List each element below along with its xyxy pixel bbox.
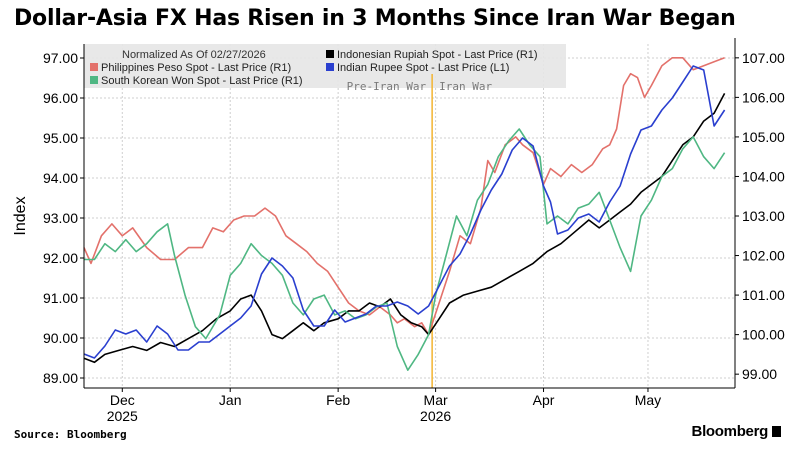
y-left-tick-label: 97.00: [43, 50, 78, 66]
gridlines: [84, 44, 735, 388]
legend-title: Normalized As Of 02/27/2026: [122, 49, 266, 61]
y-right-tick-label: 105.00: [742, 129, 785, 145]
series-line-0: [83, 57, 725, 336]
brand-name: Bloomberg: [691, 423, 769, 440]
event-marker: Pre-Iran War Iran War: [347, 74, 492, 388]
axes: 89.00 90.00 91.00 92.00 93.00 94.00 95.00 96.00…: [12, 38, 785, 424]
y-right-tick-label: 100.00: [742, 327, 785, 343]
x-tick-label: Mar: [424, 392, 448, 408]
legend-swatch: [326, 63, 334, 71]
y-left-tick-label: 91.00: [43, 290, 78, 306]
series-lines: [83, 57, 726, 371]
x-tick-label: Apr: [533, 392, 555, 408]
y-left-tick-label: 89.00: [43, 370, 78, 386]
y-left-tick-label: 95.00: [43, 130, 78, 146]
y-right-tick-label: 99.00: [742, 366, 777, 382]
y-axis-label: Index: [12, 196, 29, 235]
legend-label: Indonesian Rupiah Spot - Last Price (R1): [337, 49, 538, 61]
legend-swatch: [326, 50, 334, 58]
y-right-tick-label: 107.00: [742, 50, 785, 66]
y-left-tick-label: 92.00: [43, 250, 78, 266]
y-right-tick-label: 104.00: [742, 168, 785, 184]
war-label: Iran War: [439, 80, 492, 93]
y-left-tick-label: 94.00: [43, 170, 78, 186]
legend-label: Philippines Peso Spot - Last Price (R1): [101, 62, 291, 74]
x-tick-label: Dec: [110, 392, 135, 408]
y-left-tick-label: 96.00: [43, 90, 78, 106]
series-line-1: [83, 93, 726, 364]
y-right-tick-label: 103.00: [742, 208, 785, 224]
series-line-3: [83, 65, 726, 359]
legend-label: Indian Rupee Spot - Last Price (L1): [337, 62, 509, 74]
y-right-tick-label: 102.00: [742, 248, 785, 264]
x-year-label: 2026: [420, 408, 451, 424]
y-left-tick-label: 93.00: [43, 210, 78, 226]
pre-war-label: Pre-Iran War: [347, 80, 427, 93]
bloomberg-logo: Bloomberg: [692, 423, 781, 440]
legend-box: [84, 44, 566, 88]
series-line-2: [84, 128, 726, 371]
y-left-tick-label: 90.00: [43, 330, 78, 346]
x-tick-label: Feb: [326, 392, 350, 408]
legend-swatch: [90, 63, 98, 71]
chart-title: Dollar-Asia FX Has Risen in 3 Months Sin…: [14, 6, 736, 31]
source-note: Source: Bloomberg: [14, 428, 127, 441]
x-year-label: 2025: [107, 408, 138, 424]
legend-swatch: [90, 76, 98, 84]
legend-label: South Korean Won Spot - Last Price (R1): [101, 75, 303, 87]
y-right-tick-label: 106.00: [742, 89, 785, 105]
terminal-icon: [772, 426, 781, 437]
x-tick-label: Jan: [219, 392, 242, 408]
y-right-tick-label: 101.00: [742, 287, 785, 303]
x-tick-label: May: [635, 392, 661, 408]
